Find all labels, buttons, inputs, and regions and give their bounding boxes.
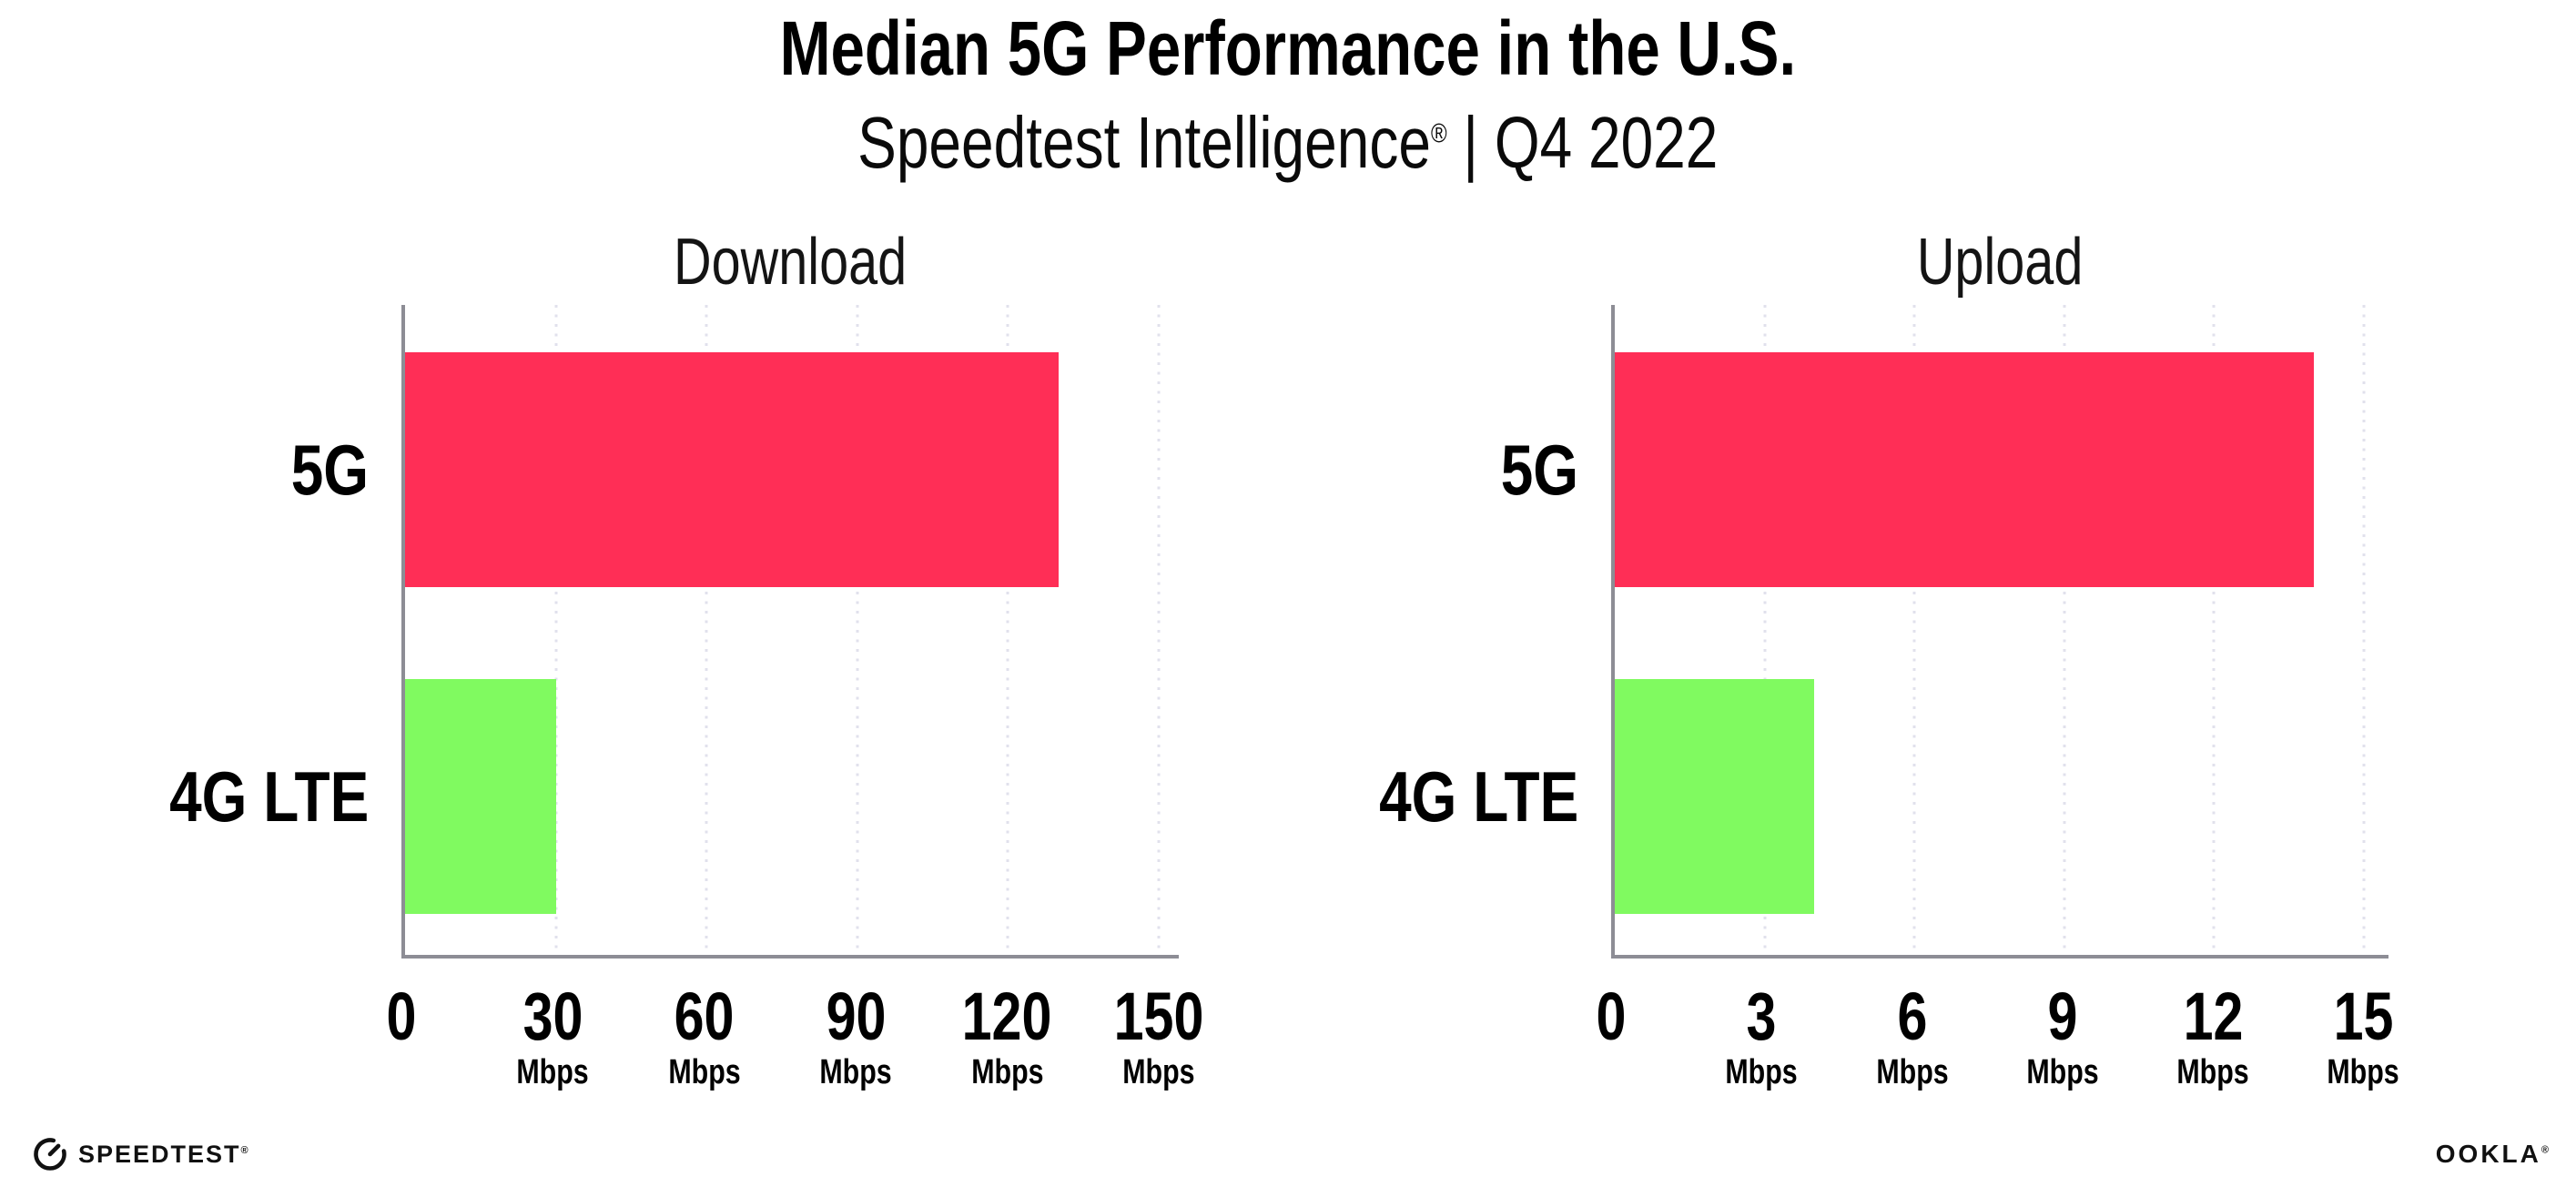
bar-5g — [1615, 352, 2314, 587]
download-chart-panel: Download 5G 4G LTE 0 30 Mbps 60 Mbps 90 Mbps 120… — [169, 218, 1203, 1091]
ookla-registered-icon: ® — [2541, 1144, 2549, 1156]
x-tick-label-60: 60 Mbps — [668, 979, 741, 1092]
x-tick-label-30: 30 Mbps — [516, 979, 590, 1092]
registered-mark-icon: ® — [1431, 118, 1447, 149]
row-label-5g: 5G — [290, 429, 369, 510]
subtitle-brand: Speedtest Intelligence — [857, 102, 1432, 183]
subtitle-period: | Q4 2022 — [1446, 102, 1719, 183]
x-tick-label-90: 90 Mbps — [819, 979, 892, 1092]
x-tick-label-9: 9 Mbps — [2026, 979, 2099, 1092]
bar-4g-lte — [405, 679, 556, 914]
bar-4g-lte — [1615, 679, 1815, 914]
page-title: Median 5G Performance in the U.S. — [779, 5, 1797, 91]
row-label-4g-lte: 4G LTE — [168, 756, 369, 837]
gridline — [2212, 305, 2216, 955]
gridline — [1763, 305, 1767, 955]
upload-plot-area: 5G 4G LTE — [1379, 305, 2388, 959]
gridline — [2362, 305, 2366, 955]
download-plot-area: 5G 4G LTE — [169, 305, 1179, 959]
x-tick-label-120: 120 Mbps — [962, 979, 1052, 1092]
ookla-logo: OOKLA® — [2436, 1140, 2549, 1169]
x-tick-label-12: 12 Mbps — [2176, 979, 2249, 1092]
gridline — [554, 305, 558, 955]
x-tick-label-6: 6 Mbps — [1875, 979, 1949, 1092]
speedtest-logo: SPEEDTEST® — [31, 1134, 250, 1174]
x-tick-label-150: 150 Mbps — [1113, 979, 1204, 1092]
speedtest-wordmark: SPEEDTEST® — [78, 1140, 250, 1168]
download-x-axis: 0 30 Mbps 60 Mbps 90 Mbps 120 Mbps 150 Mbps — [387, 979, 1204, 1145]
upload-x-axis: 0 3 Mbps 6 Mbps 9 Mbps 12 Mbps 15 Mbps — [1597, 979, 2400, 1145]
row-label-5g: 5G — [1500, 429, 1578, 510]
ookla-wordmark: OOKLA — [2435, 1140, 2541, 1168]
speedtest-registered-icon: ® — [240, 1144, 250, 1156]
gridline — [856, 305, 859, 955]
x-tick-label-15: 15 Mbps — [2327, 979, 2400, 1092]
upload-chart-title: Upload — [1916, 226, 2084, 299]
gridline — [705, 305, 708, 955]
gridline — [1006, 305, 1009, 955]
gridline — [1912, 305, 1916, 955]
row-label-4g-lte: 4G LTE — [1378, 756, 1578, 837]
download-chart-title: Download — [673, 226, 908, 299]
gridline — [2063, 305, 2066, 955]
x-tick-label-0: 0 — [386, 979, 417, 1054]
bar-5g — [405, 352, 1059, 587]
page-subtitle: Speedtest Intelligence® | Q4 2022 — [0, 96, 2576, 189]
gridline — [1157, 305, 1161, 955]
speedtest-gauge-icon — [34, 1138, 66, 1171]
upload-chart-panel: Upload 5G 4G LTE 0 3 Mbps 6 Mbps 9 Mbps 12 Mbps 15… — [1379, 218, 2399, 1091]
x-tick-label-3: 3 Mbps — [1725, 979, 1798, 1092]
x-tick-label-0: 0 — [1596, 979, 1627, 1054]
